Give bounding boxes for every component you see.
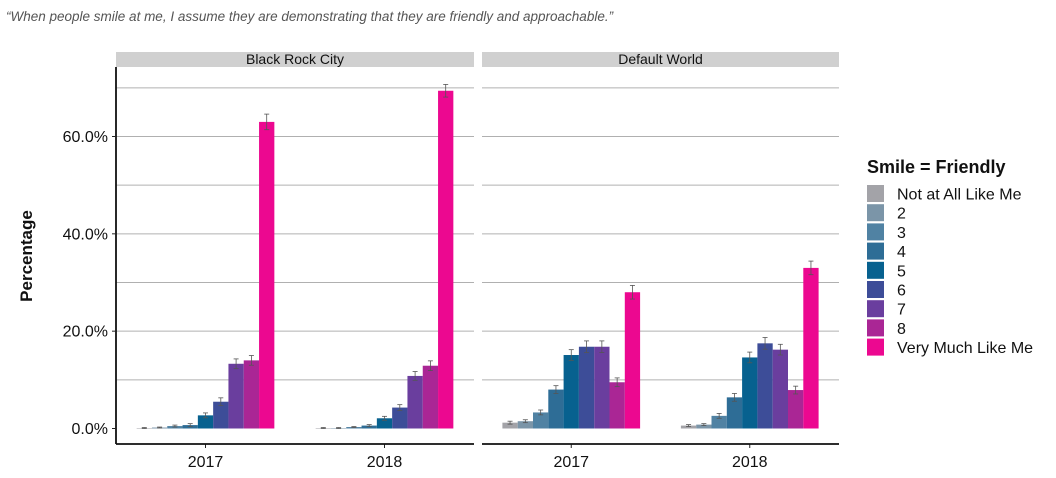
legend-swatch [867,338,884,356]
legend-label: 7 [897,302,906,319]
legend-swatch [867,185,884,202]
bar-8 [609,382,625,429]
facet-title: Default World [618,51,703,67]
bar-6 [578,346,595,429]
bar-3 [711,415,727,429]
bar-5 [742,357,758,429]
legend-label: Very Much Like Me [897,340,1033,357]
y-tick-label: 0.0% [72,421,108,438]
bar-8 [243,360,260,429]
legend-label: 4 [897,244,906,261]
y-axis-label: Percentage [17,210,36,302]
x-tick-label: 2017 [553,454,589,471]
bar-4 [361,425,377,429]
bar-7 [228,363,244,429]
chart-subtitle: “When people smile at me, I assume they … [6,9,614,24]
bar-3 [533,412,549,429]
bar-very-much-like-me [803,267,819,429]
x-tick-label: 2018 [367,454,403,471]
bar-2 [696,424,712,429]
legend-swatch [867,281,884,298]
bar-6 [757,343,773,429]
bar-very-much-like-me [259,121,275,429]
bar-5 [197,415,214,429]
legend-label: 6 [897,283,906,300]
facet-strip [116,52,474,67]
bar-8 [422,365,439,429]
bar-5 [563,355,579,429]
bar-6 [213,401,229,429]
bar-2 [517,421,533,429]
bar-8 [788,390,804,429]
bar-very-much-like-me [624,292,641,429]
x-tick-label: 2018 [732,454,768,471]
bar-not-at-all-like-me [680,425,697,429]
bar-7 [407,375,423,429]
legend-label: 2 [897,206,906,223]
legend-swatch [867,261,884,279]
bar-not-at-all-like-me [502,422,518,429]
bar-5 [376,418,393,429]
bar-7 [772,349,788,429]
bar-6 [392,407,408,429]
legend-swatch [867,319,884,337]
y-tick-label: 60.0% [63,129,108,146]
legend-swatch [867,300,884,318]
legend-label: 8 [897,321,906,338]
facet-strip [482,52,839,67]
legend-title: Smile = Friendly [867,157,1006,177]
legend-swatch [867,223,884,241]
legend-label: 5 [897,263,906,280]
facet-title: Black Rock City [246,51,344,67]
x-tick-label: 2017 [188,454,224,471]
bar-4 [548,389,564,429]
y-tick-label: 20.0% [63,324,108,341]
bar-very-much-like-me [438,90,454,429]
legend-swatch [867,242,884,260]
bar-7 [594,346,610,429]
legend-swatch [867,204,884,222]
y-tick-label: 40.0% [63,226,108,243]
legend-label: Not at All Like Me [897,187,1022,204]
bar-4 [726,397,743,429]
legend-label: 3 [897,225,906,242]
